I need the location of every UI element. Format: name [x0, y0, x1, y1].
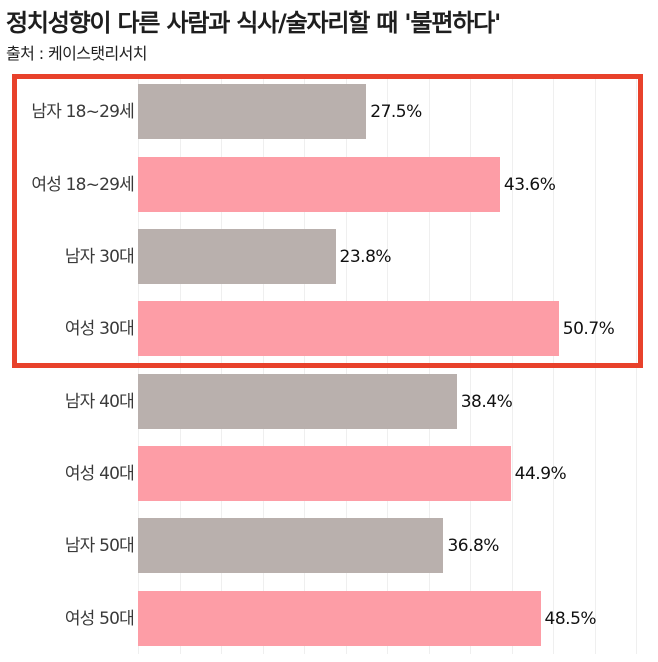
value-label: 50.7%	[562, 319, 615, 339]
bar-row-female-30s: 여성 30대 50.7%	[0, 301, 658, 357]
value-label: 36.8%	[447, 536, 499, 556]
bar-female	[138, 591, 541, 646]
value-label: 38.4%	[460, 392, 513, 412]
bar-male	[138, 374, 457, 429]
category-label: 남자 40대	[64, 392, 135, 412]
value-label: 27.5%	[370, 102, 422, 122]
bar-female	[138, 446, 511, 501]
bar-female	[138, 157, 500, 212]
bar-row-female-40s: 여성 40대 44.9%	[0, 446, 658, 502]
bar-female	[138, 301, 559, 356]
bar-row-male-50s: 남자 50대 36.8%	[0, 518, 658, 574]
bar-male	[138, 229, 336, 284]
value-label: 48.5%	[544, 609, 597, 629]
category-label: 여성 30대	[64, 319, 135, 339]
category-label: 남자 50대	[64, 536, 135, 556]
value-label: 43.6%	[503, 175, 556, 195]
bar-row-female-18-29: 여성 18~29세 43.6%	[0, 157, 658, 213]
category-label: 여성 40대	[64, 464, 135, 484]
chart-source: 출처 : 케이스탯리서치	[6, 44, 147, 63]
bar-male	[138, 84, 367, 139]
category-label: 여성 50대	[64, 609, 135, 629]
bar-male	[138, 518, 444, 573]
category-label: 여성 18~29세	[31, 175, 134, 195]
category-label: 남자 18~29세	[31, 102, 134, 122]
bar-row-female-50s: 여성 50대 48.5%	[0, 591, 658, 647]
bar-row-male-18-29: 남자 18~29세 27.5%	[0, 84, 658, 140]
value-label: 44.9%	[514, 464, 567, 484]
bar-row-male-30s: 남자 30대 23.8%	[0, 229, 658, 285]
bar-row-male-40s: 남자 40대 38.4%	[0, 374, 658, 430]
category-label: 남자 30대	[64, 247, 135, 267]
value-label: 23.8%	[339, 247, 392, 267]
chart-title: 정치성향이 다른 사람과 식사/술자리할 때 '불편하다'	[6, 9, 501, 37]
